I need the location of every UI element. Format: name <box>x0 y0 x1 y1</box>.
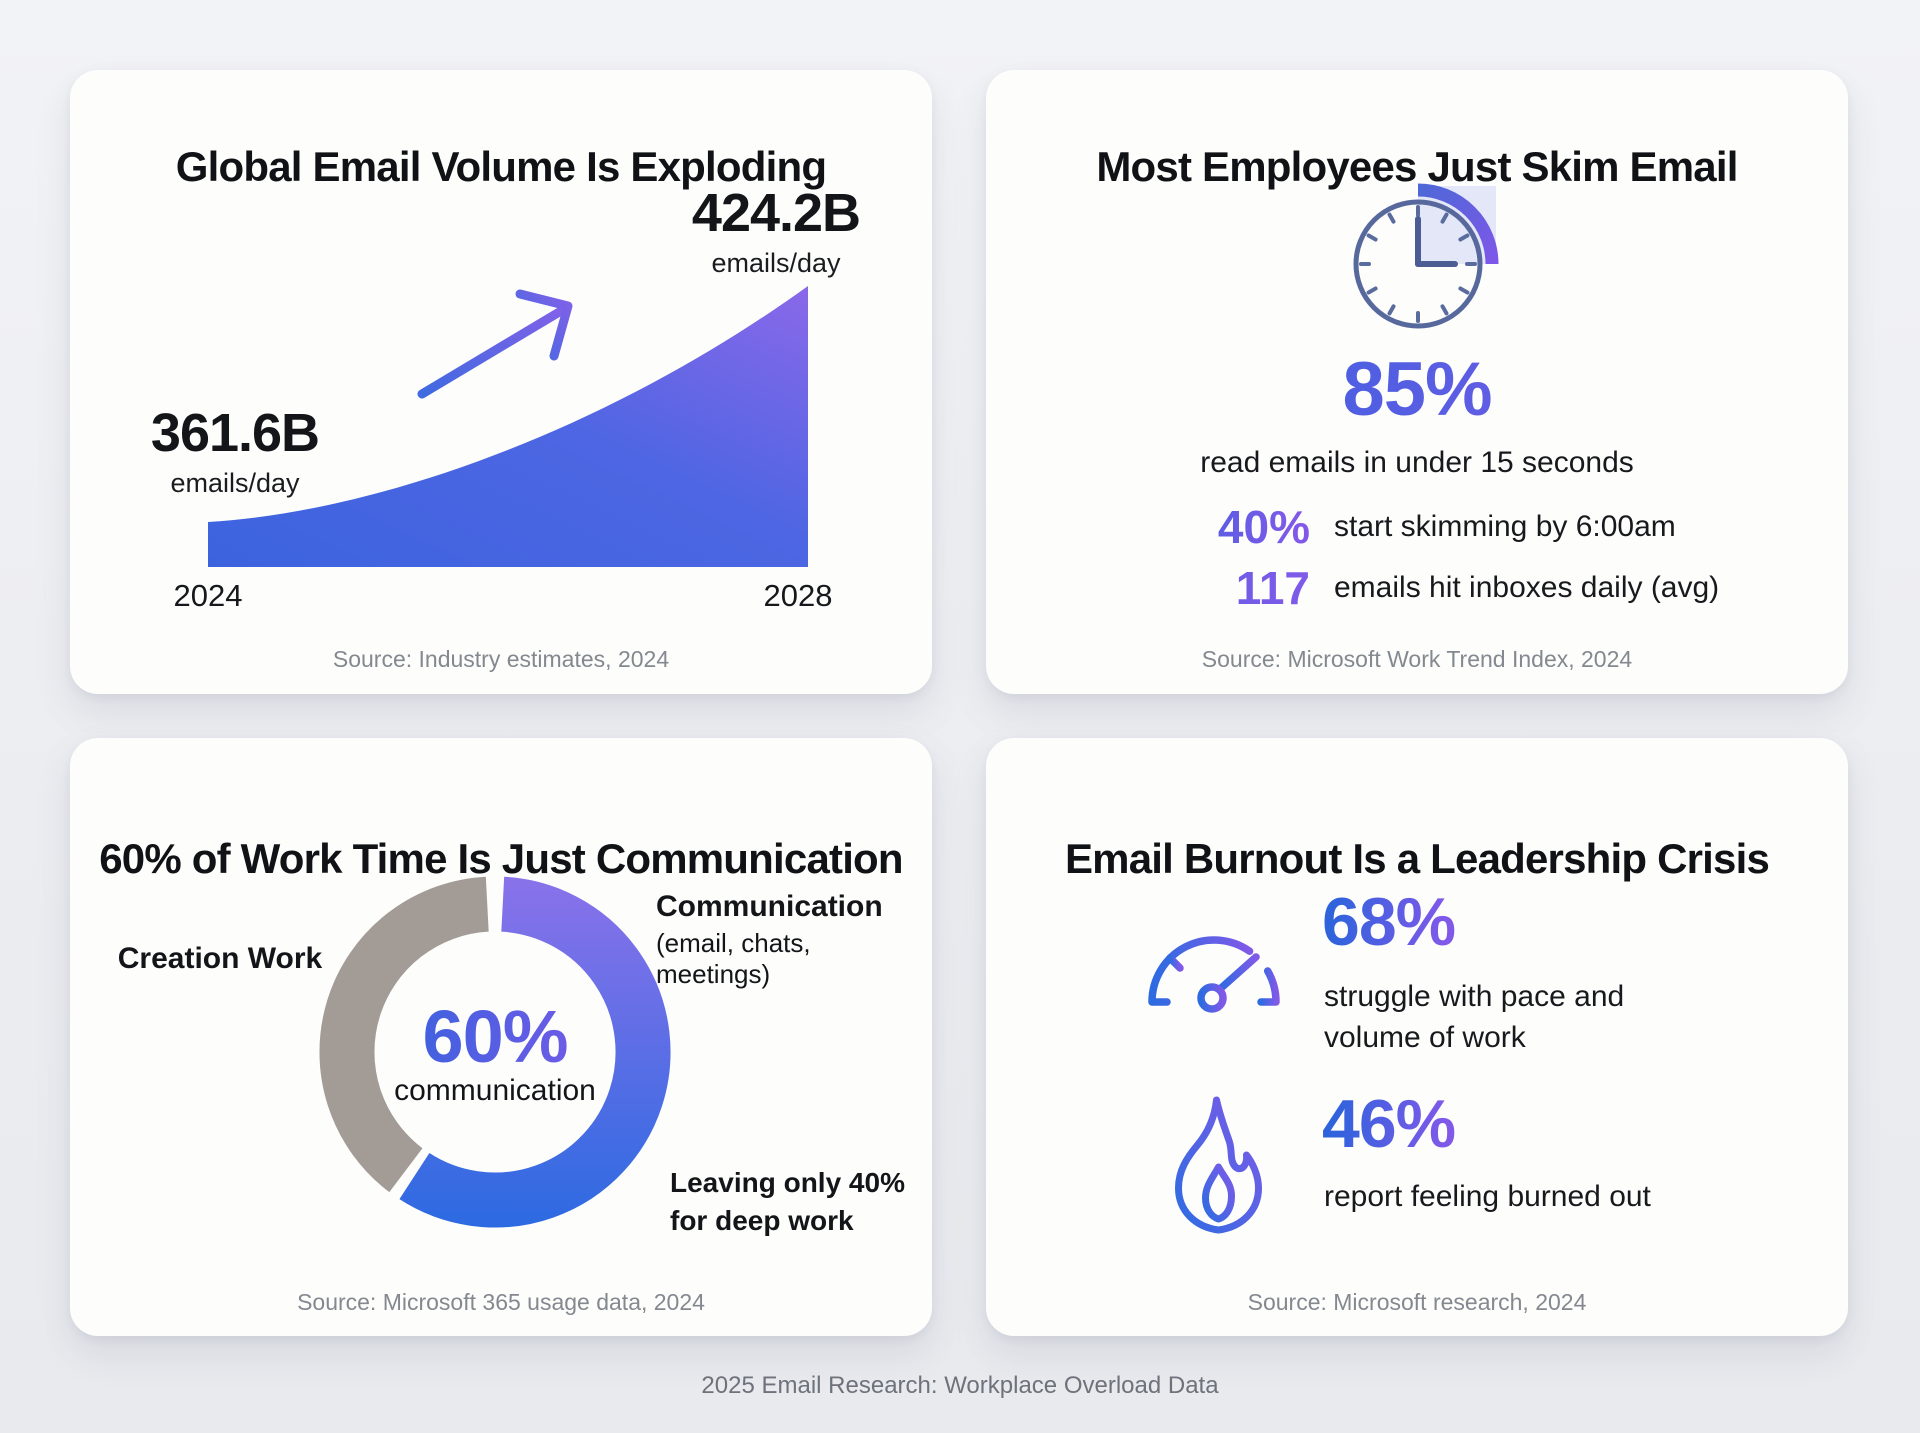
stat-2024-value: 361.6B <box>150 403 320 463</box>
card-email-burnout: Email Burnout Is a Leadership Crisis 68%… <box>986 738 1848 1336</box>
source-email-volume: Source: Industry estimates, 2024 <box>332 646 670 672</box>
flame-icon <box>1175 1096 1262 1234</box>
stat-2028-value: 424.2B <box>691 183 861 243</box>
gauge-icon <box>1148 936 1280 1013</box>
label-deep-work: Leaving only 40% for deep work <box>670 1164 920 1240</box>
stat-46-label: report feeling burned out <box>1324 1176 1651 1217</box>
communication-donut-chart <box>315 872 675 1232</box>
label-deep-work-line2: for deep work <box>670 1205 854 1236</box>
card-communication-time: 60% of Work Time Is Just Communication 6… <box>70 738 932 1336</box>
hero-stat-label: read emails in under 15 seconds <box>1200 446 1634 479</box>
donut-center-label: communication <box>394 1074 596 1107</box>
donut-segment-communication <box>399 876 671 1228</box>
skim-stat-rows: 40% start skimming by 6:00am 117 emails … <box>1098 502 1774 613</box>
email-volume-area-chart <box>208 286 808 567</box>
stat-68-label-line2: volume of work <box>1324 1021 1526 1054</box>
stat-68-value: 68% <box>1322 884 1456 960</box>
label-communication-sub: (email, chats, meetings) <box>656 928 811 989</box>
card-title-burnout: Email Burnout Is a Leadership Crisis <box>1064 834 1770 882</box>
label-creation-work: Creation Work <box>117 942 323 975</box>
stat-68-label-line1: struggle with pace and <box>1324 980 1625 1013</box>
stat-117-label: emails hit inboxes daily (avg) <box>1334 570 1720 604</box>
stat-40-label: start skimming by 6:00am <box>1334 510 1676 544</box>
stat-2024-volume: 361.6B emails/day <box>110 406 360 499</box>
stat-117-value: 117 <box>1098 562 1310 614</box>
stat-40-value: 40% <box>1098 502 1310 553</box>
source-burnout: Source: Microsoft research, 2024 <box>1247 1289 1587 1315</box>
label-communication: Communication (email, chats, meetings) <box>656 890 926 990</box>
stat-2028-volume: 424.2B emails/day <box>646 186 906 279</box>
stat-2028-unit: emails/day <box>711 248 841 278</box>
donut-center-value: 60% <box>325 1000 665 1074</box>
card-email-volume: Global Email Volume Is Exploding 424.2B … <box>70 70 932 694</box>
growth-arrow-icon <box>417 289 573 399</box>
card-title-skim: Most Employees Just Skim Email <box>1096 142 1738 190</box>
label-communication-title: Communication <box>656 890 883 923</box>
hero-stat-85: 85% <box>986 352 1848 428</box>
x-axis-label-2028: 2028 <box>763 578 833 613</box>
x-axis-label-2024: 2024 <box>173 578 243 613</box>
source-communication: Source: Microsoft 365 usage data, 2024 <box>297 1289 705 1315</box>
card-title-email-volume: Global Email Volume Is Exploding <box>175 142 827 190</box>
stat-68-label: struggle with pace and volume of work <box>1324 976 1624 1058</box>
label-deep-work-line1: Leaving only 40% <box>670 1167 905 1198</box>
source-skim: Source: Microsoft Work Trend Index, 2024 <box>1201 646 1633 672</box>
card-title-communication: 60% of Work Time Is Just Communication <box>99 834 903 882</box>
clock-icon <box>1353 183 1499 329</box>
card-skim-email: Most Employees Just Skim Email <box>986 70 1848 694</box>
donut-segment-creation-work <box>319 876 490 1193</box>
stat-2024-unit: emails/day <box>170 468 300 498</box>
stat-46-value: 46% <box>1322 1086 1456 1162</box>
stat-46-label-line1: report feeling burned out <box>1324 1180 1651 1213</box>
page-footer: 2025 Email Research: Workplace Overload … <box>701 1372 1219 1399</box>
